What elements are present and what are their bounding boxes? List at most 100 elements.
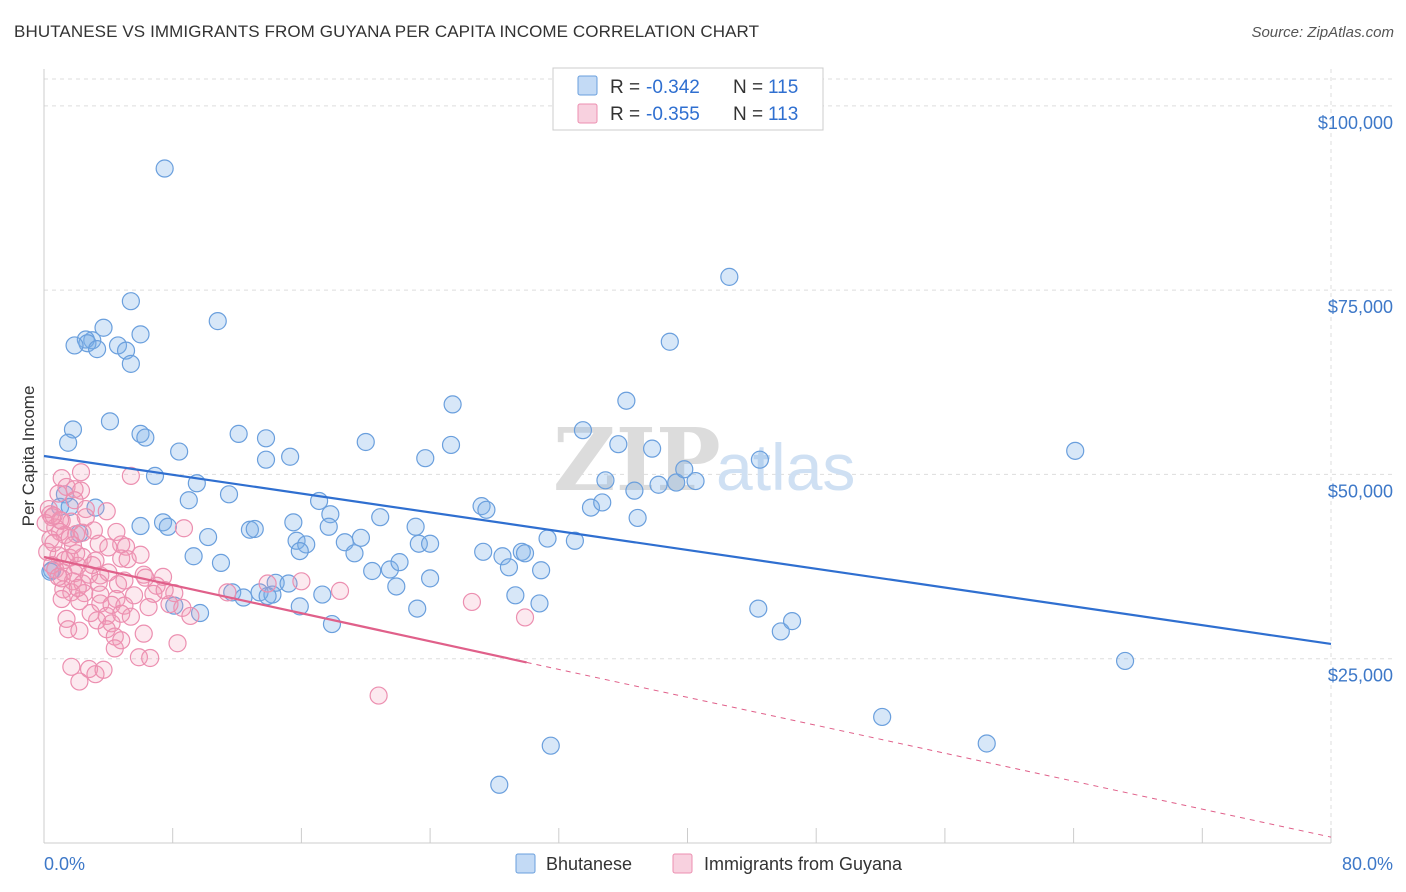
- data-point: [345, 544, 364, 563]
- data-point: [356, 432, 375, 452]
- data-point: [538, 529, 557, 548]
- chart-source: Source: ZipAtlas.com: [1251, 24, 1394, 41]
- data-point: [617, 391, 636, 410]
- data-point: [493, 547, 512, 566]
- data-point: [660, 332, 679, 351]
- data-point: [667, 473, 686, 492]
- data-point: [170, 442, 189, 461]
- data-point: [87, 340, 107, 359]
- data-point: [643, 439, 662, 458]
- data-point: [198, 527, 218, 547]
- data-point: [675, 460, 694, 479]
- legend-n-label: N =: [733, 77, 763, 98]
- data-point: [65, 336, 84, 355]
- watermark-zip: ZIP: [553, 410, 721, 511]
- data-point: [406, 517, 425, 536]
- legend-n-value: 115: [768, 77, 798, 98]
- data-point: [771, 622, 790, 641]
- series-legend-label-guyana: Immigrants from Guyana: [704, 854, 903, 874]
- data-point: [351, 528, 371, 547]
- data-point: [565, 531, 584, 550]
- data-point: [408, 599, 427, 618]
- data-point: [229, 424, 248, 443]
- data-point: [86, 498, 105, 517]
- trend-lines: [43, 454, 1332, 838]
- data-point: [750, 450, 769, 469]
- data-point: [532, 561, 551, 580]
- data-point: [290, 597, 309, 616]
- data-point: [219, 485, 239, 504]
- data-point: [258, 586, 277, 606]
- data-point: [67, 544, 86, 563]
- data-point: [297, 535, 316, 554]
- data-point: [292, 572, 311, 591]
- data-point: [581, 498, 601, 517]
- data-point: [121, 354, 140, 373]
- data-point: [179, 491, 198, 510]
- data-point: [596, 471, 615, 490]
- data-point: [134, 624, 153, 643]
- data-point: [105, 639, 124, 658]
- legend-swatch-bhutanese: [577, 75, 598, 96]
- data-point: [330, 581, 350, 600]
- data-point: [234, 588, 253, 607]
- data-point: [649, 475, 668, 494]
- data-point: [1066, 441, 1085, 460]
- data-point: [371, 508, 390, 527]
- data-point: [131, 516, 150, 536]
- data-point: [141, 648, 160, 668]
- y-tick-labels: $25,000 $50,000 $75,000 $100,000: [1318, 113, 1393, 686]
- data-point: [71, 481, 91, 500]
- data-point: [97, 502, 116, 521]
- data-point: [71, 463, 91, 482]
- data-point: [573, 421, 593, 440]
- data-point: [782, 612, 802, 631]
- data-point: [369, 686, 388, 705]
- data-point: [112, 549, 131, 568]
- y-tick-label: $50,000: [1328, 481, 1393, 501]
- data-point: [94, 318, 113, 337]
- data-point: [184, 547, 203, 566]
- data-point: [256, 450, 276, 469]
- y-tick-label: $25,000: [1328, 666, 1393, 686]
- data-point: [628, 508, 647, 528]
- data-point: [462, 592, 482, 612]
- data-point: [1115, 651, 1135, 671]
- y-tick-label: $100,000: [1318, 113, 1393, 133]
- data-point: [441, 435, 461, 455]
- data-point: [240, 520, 260, 539]
- data-point: [70, 621, 89, 640]
- data-point: [52, 589, 71, 609]
- data-point: [363, 561, 382, 581]
- data-point: [390, 553, 409, 572]
- data-point: [83, 555, 102, 575]
- data-point: [319, 517, 338, 536]
- data-point: [131, 545, 150, 564]
- data-point: [70, 592, 89, 611]
- data-point: [686, 471, 705, 491]
- data-point: [44, 506, 63, 525]
- data-point: [474, 542, 493, 561]
- legend-n-label: N =: [733, 104, 763, 125]
- data-point: [174, 519, 194, 538]
- data-point: [515, 544, 535, 563]
- series-legend-swatch-bhutanese: [515, 853, 536, 874]
- watermark: ZIP atlas: [553, 410, 855, 511]
- data-point: [499, 558, 519, 577]
- data-point: [284, 513, 303, 532]
- trend-line-guyana: [43, 555, 527, 664]
- series-legend-label-bhutanese: Bhutanese: [546, 854, 632, 874]
- data-point: [49, 484, 68, 503]
- data-point: [506, 586, 525, 605]
- legend-n-value: 113: [768, 104, 798, 125]
- legend-swatch-guyana: [577, 103, 598, 124]
- data-point: [977, 734, 996, 753]
- data-point: [609, 435, 628, 454]
- data-point: [52, 469, 71, 488]
- data-point: [99, 538, 118, 557]
- data-point: [158, 517, 177, 536]
- data-point: [94, 660, 113, 679]
- chart-title: BHUTANESE VS IMMIGRANTS FROM GUYANA PER …: [14, 22, 760, 41]
- data-point: [70, 672, 89, 691]
